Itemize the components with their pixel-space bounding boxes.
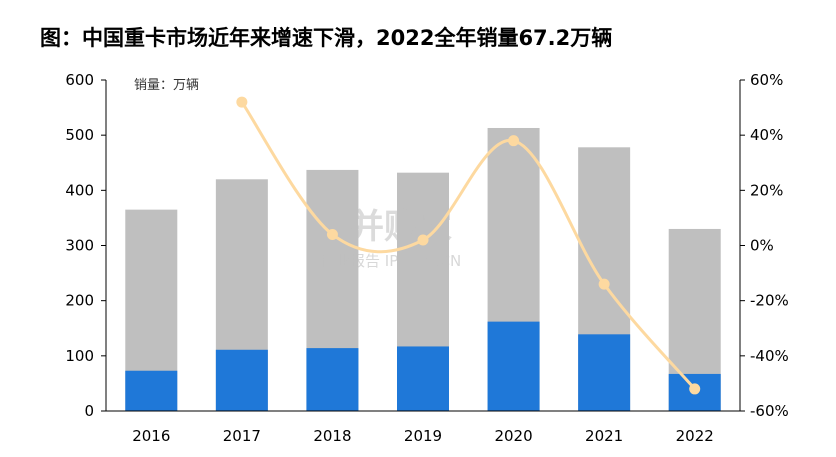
growth-point <box>508 135 520 147</box>
x-tick-label: 2022 <box>676 427 714 445</box>
bar-highlight-2020 <box>487 321 540 411</box>
growth-point <box>598 278 610 290</box>
x-tick-label: 2019 <box>404 427 442 445</box>
growth-point <box>689 383 701 395</box>
y-right-tick-label: -20% <box>750 292 789 310</box>
bar-highlight-2016 <box>125 370 178 411</box>
watermark-brand: 并购家 <box>350 207 452 247</box>
bar-highlight-2018 <box>306 348 359 411</box>
y-left-tick-label: 600 <box>65 71 94 89</box>
growth-line <box>240 101 696 390</box>
x-tick-label: 2021 <box>585 427 623 445</box>
bar-highlight-2021 <box>578 334 631 411</box>
y-right-tick-label: -60% <box>750 402 789 420</box>
watermark: 并购家 行业报告 IPOIPO.CN <box>320 207 461 270</box>
growth-point <box>417 234 429 246</box>
watermark-sub: 行业报告 IPOIPO.CN <box>320 252 461 270</box>
x-tick-label: 2020 <box>494 427 532 445</box>
chart-title: 图：中国重卡市场近年来增速下滑，2022全年销量67.2万辆 <box>40 26 613 50</box>
y-left-tick-label: 0 <box>84 402 94 420</box>
bar-highlight-2017 <box>215 349 268 411</box>
y-right-tick-label: 60% <box>750 71 783 89</box>
y-left-tick-label: 400 <box>65 181 94 199</box>
x-tick-label: 2016 <box>132 427 170 445</box>
growth-point <box>326 228 338 240</box>
x-tick-label: 2017 <box>223 427 261 445</box>
y-right-tick-label: 20% <box>750 181 783 199</box>
y-left-tick-label: 500 <box>65 126 94 144</box>
y-right-tick-label: -40% <box>750 347 789 365</box>
y-left-tick-label: 100 <box>65 347 94 365</box>
x-tick-label: 2018 <box>313 427 351 445</box>
growth-point <box>236 96 248 108</box>
y-right-tick-label: 40% <box>750 126 783 144</box>
y-left-tick-label: 200 <box>65 292 94 310</box>
y-left-tick-label: 300 <box>65 237 94 255</box>
y-right-tick-label: 0% <box>750 237 774 255</box>
unit-label: 销量：万辆 <box>134 78 199 93</box>
bar-highlight-2019 <box>397 346 449 411</box>
